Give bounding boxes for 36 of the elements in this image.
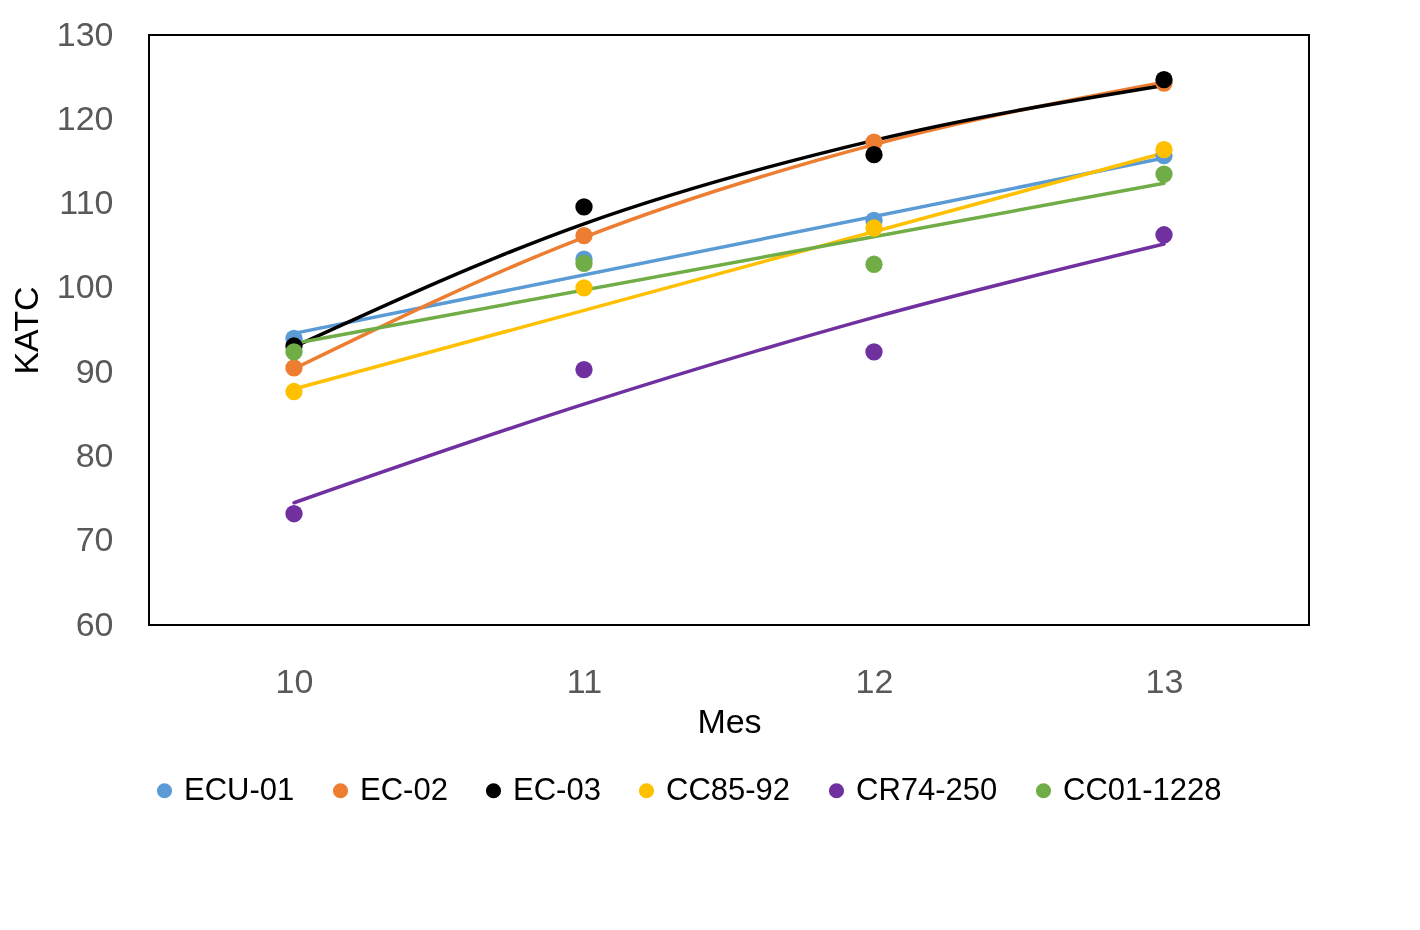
point [1155,226,1173,244]
point [285,505,303,523]
point [865,343,883,361]
y-tick-label: 60 [75,604,114,643]
y-tick-label: 110 [59,183,114,222]
point [285,343,303,361]
point [865,146,883,164]
y-axis-title: KATC [6,286,45,375]
x-tick-label: 13 [1145,661,1184,700]
point [575,254,593,273]
x-tick-label: 10 [275,661,314,700]
point [285,382,303,401]
y-tick-label: 120 [56,98,114,137]
point [285,359,303,377]
y-tick-label: 80 [75,435,114,474]
y-tick-label: 100 [56,267,114,306]
y-tick-label: 70 [75,520,114,559]
point [1155,165,1173,183]
legend-label: CC85-92 [666,771,791,807]
point [575,198,593,216]
y-tick-label: 90 [75,351,114,390]
point [575,226,593,245]
point [865,255,883,273]
x-tick-label: 11 [566,661,603,700]
x-axis-title: Mes [697,701,762,740]
legend-label: ECU-01 [184,771,295,807]
point [1155,140,1173,159]
point [575,279,593,297]
legend-label: EC-03 [513,771,601,807]
legend-label: CC01-1228 [1063,771,1222,807]
point [575,360,593,379]
y-tick-label: 130 [56,14,114,53]
legend-label: EC-02 [360,771,448,807]
x-tick-label: 12 [855,661,894,700]
legend-label: CR74-250 [856,771,998,807]
point [865,219,883,237]
